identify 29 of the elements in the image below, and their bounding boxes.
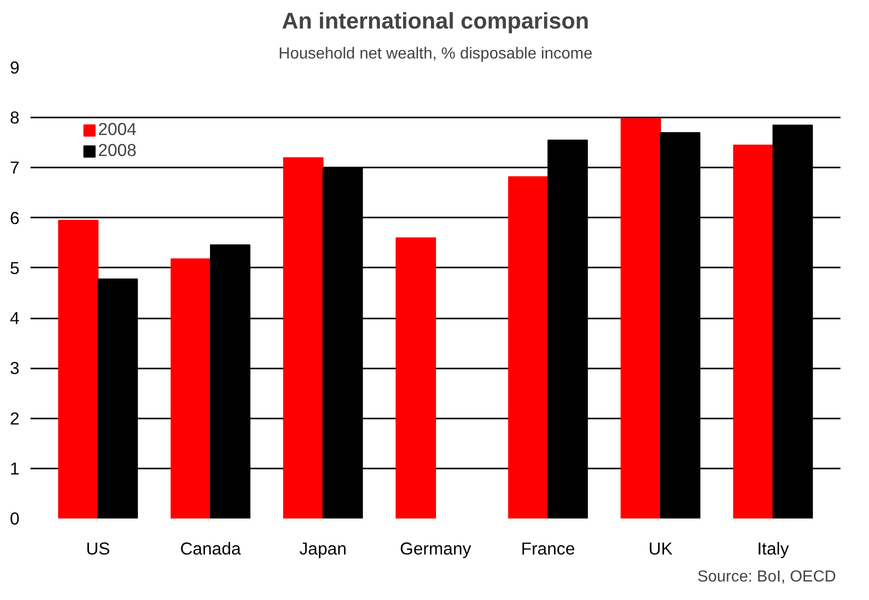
y-tick-label: 0 [10,508,20,528]
bar [283,157,324,518]
y-tick-label: 5 [10,258,20,278]
x-tick-label: Japan [299,538,347,558]
x-tick-label: France [521,538,575,558]
x-tick-label: US [86,538,110,558]
x-tick-label: UK [648,538,673,558]
y-tick-label: 8 [10,108,20,128]
chart-title: An international comparison [282,8,590,34]
x-tick-label: Germany [400,538,472,558]
y-tick-label: 6 [10,208,20,228]
y-tick-label: 4 [10,308,20,328]
y-tick-label: 1 [10,458,20,478]
y-tick-label: 7 [10,158,20,178]
bar [396,237,436,518]
bar [170,258,211,518]
y-tick-label: 2 [10,408,20,428]
bar [508,176,548,518]
y-tick-label: 3 [10,358,20,378]
bar [620,118,661,518]
y-tick-label: 9 [10,58,20,78]
legend-label: 2008 [98,140,137,161]
chart-subtitle: Household net wealth, % disposable income [278,46,593,62]
bar [733,144,774,518]
legend-label: 2004 [98,119,137,140]
x-tick-label: Italy [757,538,790,558]
x-tick-label: Canada [180,538,242,558]
source-note: Source: BoI, OECD [697,568,836,586]
bar [58,220,98,518]
